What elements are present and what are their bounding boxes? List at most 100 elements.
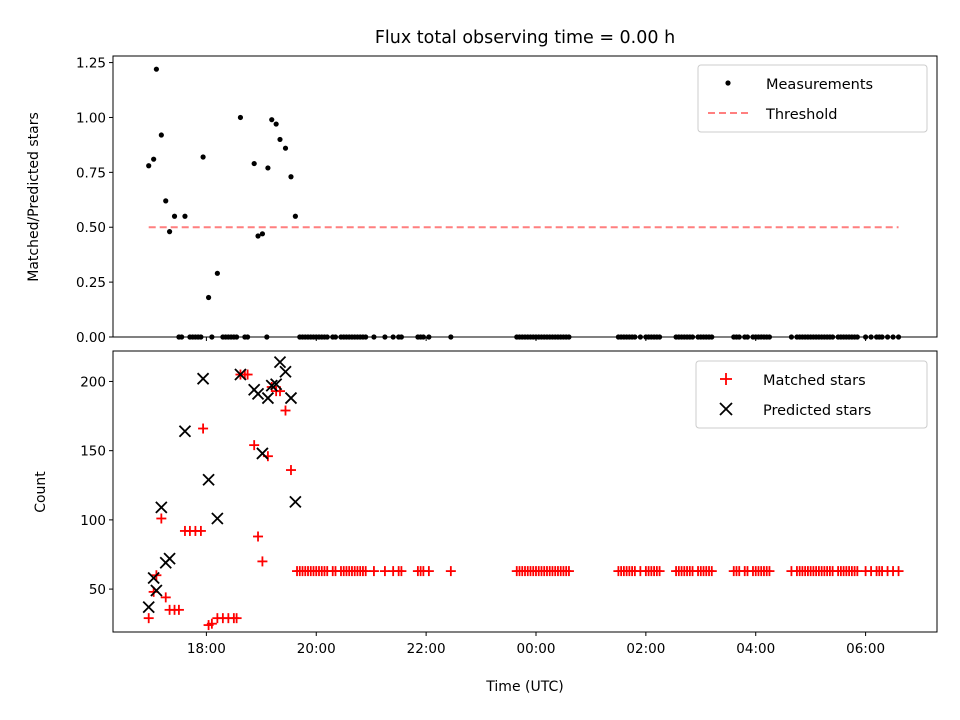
- measurements-point: [862, 334, 869, 340]
- measurements-point: [736, 334, 742, 340]
- ratio-y-ticks: 0.00 0.25 0.50 0.75 1.00 1.25: [76, 56, 113, 346]
- matched-stars-point: [368, 566, 379, 577]
- measurements-point: [277, 136, 283, 143]
- count-panel: 50 100 150 200 18:00 20:00 22:00 00:00 02:00 04:…: [33, 350, 938, 695]
- measurements-point: [255, 233, 261, 239]
- ratio-y-axis-label: Matched/Predicted stars: [26, 112, 42, 282]
- predicted-stars-point: [279, 365, 292, 378]
- matched-legend-label: Matched stars: [763, 373, 866, 389]
- matched-stars-point: [706, 566, 717, 577]
- measurements-point: [766, 334, 773, 340]
- matched-stars-point: [206, 618, 217, 629]
- matched-stars-point: [563, 566, 574, 577]
- measurements-point: [166, 229, 173, 235]
- measurements-point: [259, 231, 266, 237]
- measurements-point: [420, 334, 426, 340]
- measurements-point: [324, 334, 330, 340]
- matched-stars-point: [143, 613, 154, 624]
- measurements-point: [269, 117, 275, 123]
- matched-stars-point: [654, 566, 665, 577]
- matched-stars-point: [764, 566, 775, 577]
- matched-stars-point: [249, 440, 260, 451]
- matched-stars-point: [198, 423, 209, 434]
- measurements-point: [709, 334, 715, 340]
- measurements-point: [153, 66, 159, 72]
- ratio-y-tick-label: 1.00: [76, 110, 106, 126]
- count-series: [142, 355, 904, 631]
- threshold-legend-label: Threshold: [765, 107, 837, 123]
- ratio-series: [146, 66, 902, 340]
- predicted-legend-marker: [719, 402, 733, 416]
- predicted-stars-point: [251, 387, 265, 401]
- measurements-point: [332, 334, 339, 340]
- count-y-axis-label: Count: [33, 471, 49, 513]
- predicted-stars-point: [256, 447, 269, 460]
- measurements-point: [273, 121, 279, 127]
- predicted-stars-point: [142, 600, 155, 614]
- x-tick-label: 00:00: [517, 641, 556, 657]
- x-tick-label: 06:00: [846, 641, 885, 657]
- ratio-y-tick-label: 0.75: [76, 165, 106, 181]
- measurements-point: [363, 334, 369, 340]
- predicted-stars-point: [234, 368, 247, 381]
- matched-stars-point: [242, 369, 253, 380]
- count-legend: Matched stars Predicted stars: [695, 360, 928, 429]
- predicted-stars-point: [289, 495, 302, 509]
- measurements-point: [788, 334, 795, 340]
- measurements-point: [884, 334, 891, 340]
- measurements-point: [398, 334, 404, 340]
- matched-stars-point: [257, 556, 268, 567]
- measurements-point: [234, 334, 240, 340]
- x-tick-label: 22:00: [407, 641, 446, 657]
- ratio-y-tick-label: 1.25: [76, 56, 106, 72]
- measurements-point: [146, 163, 152, 169]
- measurements-legend-label: Measurements: [766, 77, 873, 93]
- measurements-point: [151, 156, 157, 162]
- ratio-legend-frame: [697, 64, 928, 133]
- predicted-stars-point: [202, 473, 215, 486]
- predicted-stars-point: [155, 501, 168, 514]
- measurements-point: [292, 213, 298, 219]
- measurements-legend-marker: [725, 80, 731, 86]
- count-y-tick-label: 150: [80, 444, 106, 460]
- ratio-legend: Measurements Threshold: [697, 64, 928, 133]
- predicted-stars-point: [284, 391, 298, 405]
- matched-stars-point: [253, 531, 264, 542]
- predicted-stars-point: [265, 379, 278, 392]
- measurements-point: [158, 132, 164, 138]
- measurements-point: [179, 334, 185, 340]
- predicted-legend-label: Predicted stars: [763, 403, 871, 419]
- measurements-point: [637, 334, 643, 340]
- x-tick-label: 20:00: [297, 641, 336, 657]
- measurements-point: [895, 334, 902, 340]
- predicted-stars-point: [261, 391, 275, 405]
- matched-stars-point: [396, 566, 407, 577]
- predicted-stars-point: [211, 512, 224, 525]
- measurements-point: [163, 198, 169, 204]
- chart-title: Flux total observing time = 0.00 h: [375, 28, 675, 48]
- measurements-point: [382, 334, 388, 340]
- matched-stars-point: [445, 566, 456, 577]
- count-plot-frame: [112, 350, 938, 633]
- matched-stars-point: [195, 525, 206, 536]
- matched-stars-point: [231, 613, 242, 624]
- measurements-point: [566, 334, 572, 340]
- measurements-point: [264, 334, 270, 340]
- matched-stars-point: [423, 566, 434, 577]
- matched-stars-point: [285, 465, 296, 476]
- measurements-point: [426, 334, 432, 340]
- count-legend-frame: [695, 360, 928, 429]
- measurements-point: [390, 334, 396, 340]
- ratio-y-tick-label: 0.50: [76, 220, 106, 236]
- measurements-point: [251, 160, 257, 167]
- matched-legend-marker: [720, 373, 732, 385]
- measurements-point: [448, 334, 454, 340]
- predicted-stars-point: [178, 425, 192, 438]
- measurements-point: [244, 334, 251, 340]
- measurements-point: [205, 294, 212, 301]
- measurements-point: [371, 334, 377, 340]
- ratio-y-tick-label: 0.25: [76, 275, 106, 291]
- measurements-point: [214, 270, 220, 276]
- count-y-tick-label: 200: [80, 374, 106, 390]
